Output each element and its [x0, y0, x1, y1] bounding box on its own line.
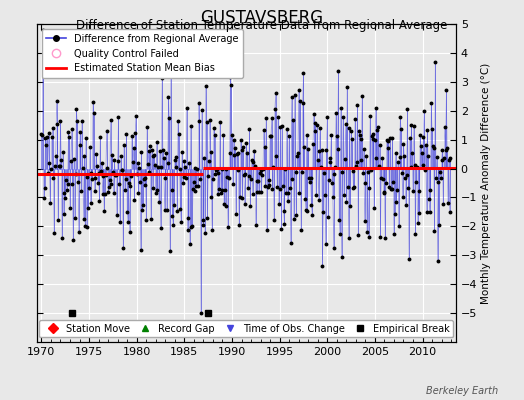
Y-axis label: Monthly Temperature Anomaly Difference (°C): Monthly Temperature Anomaly Difference (…	[482, 62, 492, 304]
Text: GUSTAVSBERG: GUSTAVSBERG	[201, 9, 323, 27]
Text: Difference of Station Temperature Data from Regional Average: Difference of Station Temperature Data f…	[77, 19, 447, 32]
Legend: Station Move, Record Gap, Time of Obs. Change, Empirical Break: Station Move, Record Gap, Time of Obs. C…	[39, 320, 453, 338]
Text: Berkeley Earth: Berkeley Earth	[425, 386, 498, 396]
